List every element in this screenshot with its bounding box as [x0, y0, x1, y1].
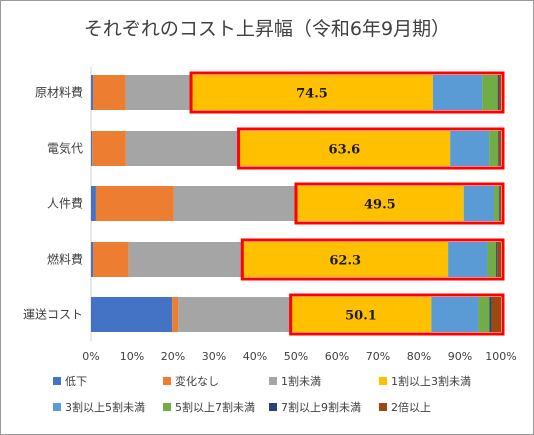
legend-label: 1割以上3割未満 — [391, 374, 471, 388]
data-label: 49.5 — [364, 198, 396, 213]
x-tick-label: 0% — [82, 350, 99, 363]
bar-segment — [499, 186, 501, 221]
data-label: 63.6 — [329, 143, 361, 158]
legend-label: 2倍以上 — [391, 400, 431, 414]
bars-layer — [90, 67, 501, 341]
highlight-boxes: 74.5 63.6 49.5 62.3 50.1 — [189, 71, 505, 336]
bar-segment — [191, 75, 433, 110]
bar-segment — [95, 186, 174, 221]
legend-label: 7割以上9割未満 — [281, 400, 361, 414]
bar-segment — [172, 297, 179, 332]
bar-segment — [497, 75, 499, 110]
bar-segment — [290, 297, 432, 332]
bar-segment — [498, 131, 501, 166]
legend-swatch — [379, 377, 387, 385]
bar-segment — [178, 297, 291, 332]
bar-segment — [494, 186, 499, 221]
highlight-box — [294, 182, 505, 225]
x-tick-label: 40% — [243, 350, 267, 363]
legend-swatch — [379, 403, 387, 411]
category-label: 燃料費 — [47, 252, 83, 267]
legend-swatch — [163, 403, 171, 411]
legend-swatch — [163, 377, 171, 385]
legend: 低下 変化なし 1割未満 1割以上3割未満 3割以上5割未満 5割以上7割未満 7割以上9割… — [53, 374, 471, 414]
bar-segment — [91, 297, 173, 332]
legend-swatch — [53, 377, 61, 385]
x-tick-label: 70% — [366, 350, 390, 363]
highlight-box — [237, 127, 505, 170]
bar-segment — [91, 186, 96, 221]
bar-segment — [91, 242, 94, 277]
x-tick-label: 100% — [485, 350, 516, 363]
bar-segment — [93, 75, 126, 110]
highlight-box — [289, 293, 505, 336]
bar-segment — [448, 242, 488, 277]
data-label: 74.5 — [296, 87, 328, 102]
legend-label: 変化なし — [175, 374, 219, 388]
bar-segment — [431, 297, 479, 332]
category-label: 電気代 — [47, 141, 83, 156]
bar-segment — [498, 75, 501, 110]
bar-segment — [238, 131, 451, 166]
category-label: 人件費 — [47, 196, 83, 211]
bar-segment — [482, 75, 498, 110]
chart-title: それぞれのコスト上昇幅（令和6年9月期） — [84, 18, 450, 40]
bar-segment — [92, 131, 126, 166]
legend-label: 5割以上7割未満 — [175, 400, 255, 414]
data-label: 50.1 — [345, 309, 377, 324]
x-tick-label: 90% — [448, 350, 472, 363]
bar-segment — [478, 297, 490, 332]
bar-segment — [450, 131, 490, 166]
category-label: 運送コスト — [23, 307, 83, 322]
x-tick-label: 20% — [161, 350, 185, 363]
x-tick-labels: 0% 10% 20% 30% 40% 50% 60% 70% 80% 90% 100% — [82, 350, 516, 363]
highlight-box — [189, 71, 505, 114]
bar-segment — [487, 242, 497, 277]
bar-segment — [496, 242, 498, 277]
bar-segment — [498, 186, 500, 221]
category-label: 原材料費 — [35, 85, 83, 100]
bar-segment — [489, 297, 492, 332]
bar-segment — [296, 186, 464, 221]
x-tick-label: 30% — [202, 350, 226, 363]
highlight-box — [240, 238, 505, 281]
x-tick-label: 50% — [284, 350, 308, 363]
legend-label: 3割以上5割未満 — [65, 400, 145, 414]
bar-segment — [93, 242, 129, 277]
bar-segment — [432, 75, 483, 110]
bar-segment — [497, 242, 501, 277]
bar-segment — [489, 131, 499, 166]
bar-segment — [125, 75, 192, 110]
bar-segment — [91, 131, 93, 166]
legend-swatch — [269, 377, 277, 385]
legend-label: 1割未満 — [281, 374, 321, 388]
x-tick-label: 80% — [407, 350, 431, 363]
bar-segment — [128, 242, 243, 277]
x-tick-label: 60% — [325, 350, 349, 363]
bar-segment — [491, 297, 501, 332]
data-label: 62.3 — [329, 254, 361, 269]
bar-segment — [242, 242, 449, 277]
bar-segment — [463, 186, 495, 221]
bar-segment — [91, 75, 94, 110]
bar-segment — [498, 131, 499, 166]
legend-swatch — [53, 403, 61, 411]
legend-label: 低下 — [65, 375, 87, 388]
x-tick-label: 10% — [120, 350, 144, 363]
bar-segment — [125, 131, 239, 166]
bar-segment — [173, 186, 296, 221]
legend-swatch — [269, 403, 277, 411]
